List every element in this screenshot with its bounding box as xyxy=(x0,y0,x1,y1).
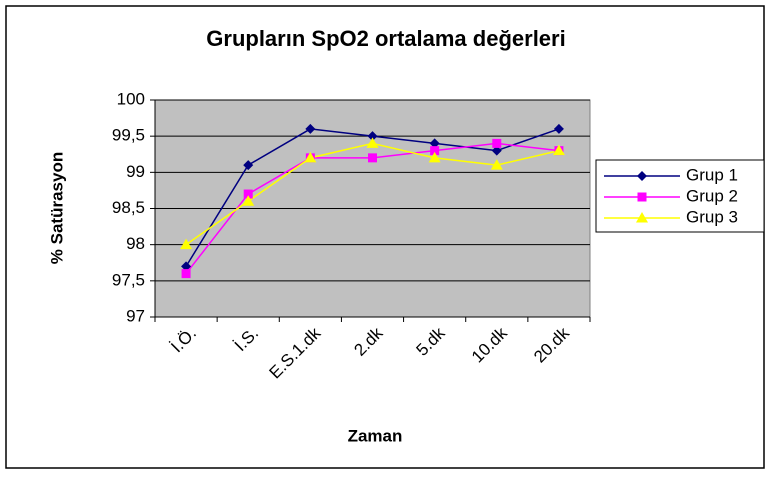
marker xyxy=(637,171,647,181)
marker xyxy=(305,123,316,134)
marker xyxy=(366,137,379,148)
marker xyxy=(637,192,647,202)
legend-label: Grup 2 xyxy=(686,186,738,205)
marker xyxy=(430,146,440,156)
marker xyxy=(181,261,192,272)
marker xyxy=(367,131,378,142)
y-tick-label: 97,5 xyxy=(112,270,145,289)
marker xyxy=(368,153,377,163)
marker xyxy=(553,123,564,134)
legend-box xyxy=(595,159,765,233)
y-tick-label: 99,5 xyxy=(112,126,145,145)
marker xyxy=(636,212,648,223)
marker xyxy=(243,160,254,171)
marker xyxy=(492,138,502,148)
marker xyxy=(243,189,253,199)
marker xyxy=(490,159,503,170)
marker xyxy=(304,151,317,163)
legend-label: Grup 1 xyxy=(686,165,738,184)
y-tick-label: 98,5 xyxy=(112,198,145,217)
marker xyxy=(181,269,191,279)
legend-label: Grup 3 xyxy=(686,207,738,226)
y-tick-label: 98 xyxy=(126,234,145,253)
chart-title: Grupların SpO2 ortalama değerleri xyxy=(206,26,565,51)
marker xyxy=(242,195,255,206)
marker xyxy=(552,144,565,156)
marker xyxy=(428,151,441,163)
marker xyxy=(429,138,440,149)
marker xyxy=(491,145,502,156)
y-tick-label: 99 xyxy=(126,162,145,181)
y-tick-label: 97 xyxy=(126,306,145,325)
y-axis-title: % Satürasyon xyxy=(47,152,66,264)
y-tick-label: 100 xyxy=(117,89,145,108)
marker xyxy=(180,238,193,250)
x-axis-title: Zaman xyxy=(348,426,403,445)
